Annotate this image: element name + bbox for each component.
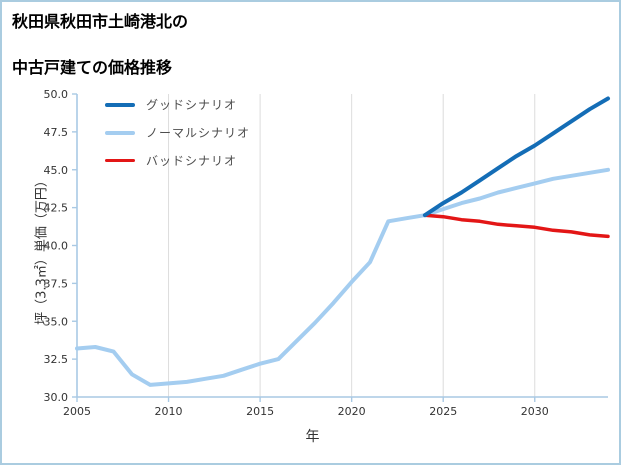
- legend-label-good: グッドシナリオ: [146, 98, 238, 112]
- legend-item-normal: ノーマルシナリオ: [105, 122, 250, 143]
- chart-title-line2: 中古戸建ての価格推移: [12, 58, 173, 78]
- x-tick-label-2005: 2005: [63, 405, 91, 418]
- legend-label-bad: バッドシナリオ: [146, 154, 238, 168]
- legend-item-bad: バッドシナリオ: [105, 150, 250, 171]
- series-line-good: [422, 96, 610, 218]
- y-tick-label-45.0: 45.0: [44, 164, 69, 177]
- x-tick-label-2020: 2020: [338, 405, 366, 418]
- x-tick-label-2010: 2010: [155, 405, 183, 418]
- legend-item-good: グッドシナリオ: [105, 94, 250, 115]
- legend-swatch-good: [105, 102, 135, 107]
- series-line-bad: [423, 213, 610, 239]
- y-tick-label-32.5: 32.5: [44, 353, 69, 366]
- x-tick-label-2015: 2015: [246, 405, 274, 418]
- y-tick-label-37.5: 37.5: [44, 277, 69, 290]
- series-line-normal: [75, 167, 610, 387]
- y-tick-label-30.0: 30.0: [44, 391, 69, 404]
- chart-legend: グッドシナリオ ノーマルシナリオ バッドシナリオ: [105, 94, 250, 171]
- y-tick-label-47.5: 47.5: [44, 126, 69, 139]
- legend-swatch-normal: [105, 130, 135, 135]
- y-axis-label: 坪（3.3㎡）単価（万円）: [34, 174, 50, 325]
- legend-label-normal: ノーマルシナリオ: [146, 126, 251, 140]
- y-tick-label-40.0: 40.0: [44, 240, 69, 253]
- chart-title-line1: 秋田県秋田市土崎港北の: [12, 12, 189, 31]
- chart-title: 秋田県秋田市土崎港北の 中古戸建ての価格推移: [12, 10, 188, 80]
- y-tick-label-50.0: 50.0: [44, 88, 69, 101]
- y-tick-label-35.0: 35.0: [44, 315, 69, 328]
- x-axis-label: 年: [305, 429, 320, 445]
- x-tick-label-2030: 2030: [521, 405, 549, 418]
- legend-swatch-bad: [105, 158, 135, 163]
- y-tick-label-42.5: 42.5: [44, 202, 69, 215]
- x-tick-label-2025: 2025: [429, 405, 457, 418]
